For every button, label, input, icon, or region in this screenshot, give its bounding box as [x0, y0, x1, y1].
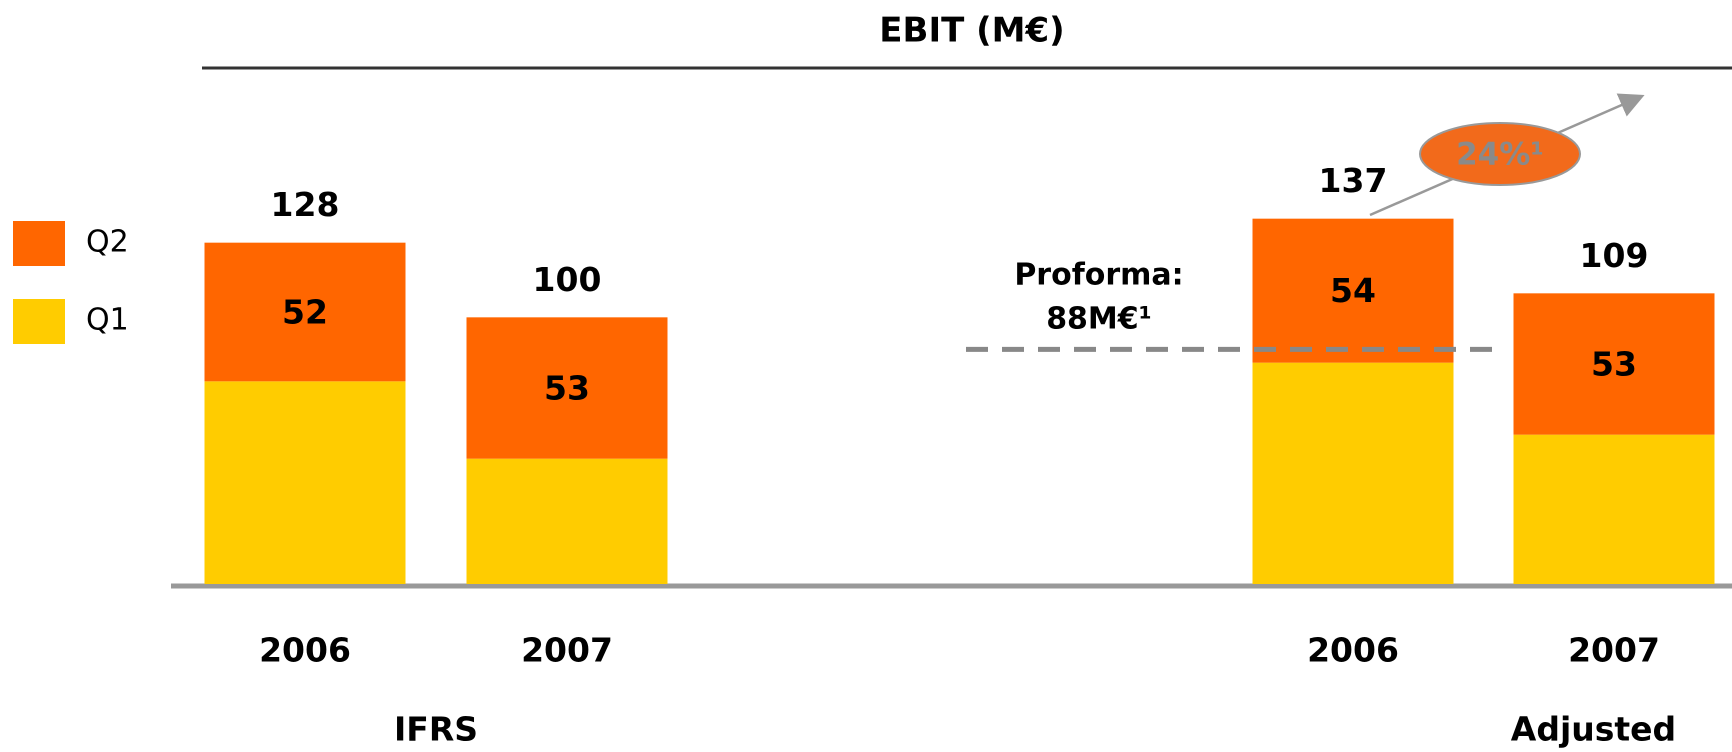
annotation: Proforma:: [1014, 258, 1183, 293]
total-label: 109: [1580, 236, 1649, 275]
data-label: 54: [1330, 271, 1376, 310]
chart-title: EBIT (M€): [879, 11, 1064, 51]
bar-segment: [466, 317, 668, 459]
bar-segment: [466, 458, 668, 584]
bar-segment: [204, 381, 406, 584]
legend-label: Q2: [86, 225, 129, 260]
bar-segment: [1513, 434, 1715, 584]
x-tick-label: 2006: [259, 631, 351, 670]
legend-swatch: [13, 299, 65, 344]
x-tick-label: 2006: [1307, 631, 1399, 670]
bar-segment: [1513, 293, 1715, 435]
data-label: 53: [1591, 345, 1637, 384]
legend-label: Q1: [86, 303, 129, 338]
x-tick-label: 2007: [1568, 631, 1660, 670]
data-label: 52: [282, 293, 328, 332]
x-tick-label: 2007: [521, 631, 613, 670]
annotation: 88M€¹: [1046, 302, 1152, 337]
group-label: Adjusted: [1511, 710, 1676, 749]
growth-label: 24%¹: [1456, 137, 1544, 173]
legend-swatch: [13, 221, 65, 266]
bar-segment: [1252, 218, 1454, 363]
group-label: IFRS: [394, 710, 478, 749]
data-label: 53: [544, 369, 590, 408]
total-label: 137: [1319, 161, 1388, 200]
growth-badge: [1419, 122, 1581, 186]
total-label: 100: [533, 260, 602, 299]
total-label: 128: [271, 185, 340, 224]
bar-segment: [1252, 362, 1454, 584]
bar-segment: [204, 242, 406, 382]
